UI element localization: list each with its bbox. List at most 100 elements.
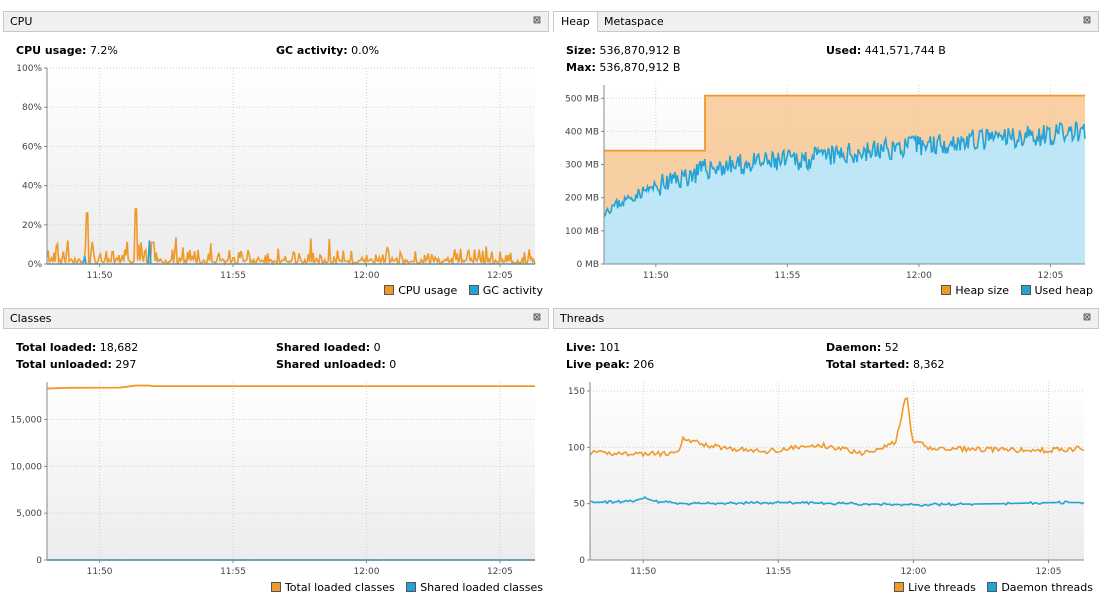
y-tick-label: 300 MB [565, 161, 599, 171]
tab-heap[interactable]: Heap [553, 11, 598, 32]
legend-item-gc-activity: GC activity [468, 284, 543, 297]
legend-swatch-blue [1020, 285, 1031, 295]
tab-metaspace[interactable]: Metaspace [604, 15, 664, 28]
heap-size-series [604, 94, 1085, 152]
x-tick-label: 11:50 [87, 567, 113, 577]
legend-swatch-orange [941, 285, 952, 295]
x-tick-label: 12:05 [1036, 567, 1062, 577]
cpu-chart[interactable]: 0% 20% 40% 60% 80% 100% 11:50 11:55 12:00 12:05 [3, 64, 549, 286]
daemon-label: Daemon: [826, 341, 882, 354]
legend-label: Used heap [1034, 284, 1094, 297]
total-unloaded-stat: Total unloaded: 297 [16, 358, 136, 371]
live-stat: Live: 101 [566, 341, 620, 354]
legend-swatch-orange [894, 582, 905, 592]
x-tick-label: 12:00 [900, 567, 926, 577]
plot-area [47, 382, 535, 560]
total-loaded-value: 18,682 [99, 341, 139, 354]
total-unloaded-label: Total unloaded: [16, 358, 112, 371]
legend-label: CPU usage [398, 284, 458, 297]
cpu-panel: CPU ⊠ CPU usage: 7.2% GC activity: 0.0% … [3, 11, 549, 300]
total-started-label: Total started: [826, 358, 910, 371]
y-tick-label: 5,000 [16, 509, 42, 519]
x-tick-label: 11:55 [765, 567, 791, 577]
x-tick-label: 12:00 [354, 271, 380, 281]
legend-label: Daemon threads [1001, 581, 1093, 594]
classes-titlebar: Classes ⊠ [3, 308, 549, 329]
heap-used-label: Used: [826, 44, 862, 57]
y-tick-label: 100 [568, 443, 585, 453]
close-icon[interactable]: ⊠ [532, 312, 542, 323]
shared-loaded-value: 0 [373, 341, 381, 354]
legend-item-daemon-threads: Daemon threads [987, 581, 1093, 594]
legend-swatch-orange [384, 285, 395, 295]
legend-item-used-heap: Used heap [1020, 284, 1094, 297]
shared-loaded-label: Shared loaded: [276, 341, 371, 354]
legend-swatch-orange [270, 582, 281, 592]
daemon-stat: Daemon: 52 [826, 341, 899, 354]
live-peak-label: Live peak: [566, 358, 630, 371]
live-label: Live: [566, 341, 596, 354]
legend-item-heap-size: Heap size [941, 284, 1009, 297]
gc-activity-value: 0.0% [351, 44, 380, 57]
legend-item-shared-loaded-classes: Shared loaded classes [406, 581, 543, 594]
classes-chart[interactable]: 0 5,000 10,000 15,000 11:50 11:55 12:00 12:05 [3, 380, 549, 583]
heap-chart[interactable]: 0 MB 100 MB 200 MB 300 MB 400 MB 500 MB 11:50 1… [553, 83, 1099, 286]
shared-loaded-stat: Shared loaded: 0 [276, 341, 381, 354]
total-unloaded-value: 297 [115, 358, 137, 371]
heap-max-stat: Max: 536,870,912 B [566, 61, 680, 74]
x-tick-label: 11:55 [220, 567, 246, 577]
y-tick-label: 0 [579, 556, 585, 566]
x-tick-label: 12:00 [354, 567, 380, 577]
y-tick-label: 500 MB [565, 94, 599, 104]
threads-chart[interactable]: 0 50 100 150 11:50 11:55 12:00 12:05 [553, 380, 1099, 583]
close-icon[interactable]: ⊠ [1082, 15, 1092, 26]
shared-unloaded-value: 0 [389, 358, 397, 371]
heap-panel: Heap Metaspace ⊠ Size: 536,870,912 B Max… [553, 11, 1099, 300]
gc-activity-label: GC activity: [276, 44, 348, 57]
heap-size-label: Size: [566, 44, 596, 57]
total-started-stat: Total started: 8,362 [826, 358, 945, 371]
close-icon[interactable]: ⊠ [1082, 312, 1092, 323]
heap-used-value: 441,571,744 B [864, 44, 946, 57]
x-tick-label: 12:05 [487, 271, 513, 281]
legend-swatch-blue [406, 582, 417, 592]
y-tick-label: 10,000 [11, 462, 43, 472]
legend-item-cpu-usage: CPU usage [384, 284, 457, 297]
y-tick-label: 400 MB [565, 127, 599, 137]
heap-used-stat: Used: 441,571,744 B [826, 44, 946, 57]
threads-titlebar: Threads ⊠ [553, 308, 1099, 329]
y-tick-label: 150 [568, 387, 585, 397]
threads-title: Threads [560, 312, 605, 325]
legend-swatch-blue [987, 582, 998, 592]
heap-legend: Heap size Used heap [933, 284, 1093, 297]
y-tick-label: 200 MB [565, 194, 599, 204]
legend-item-live-threads: Live threads [894, 581, 976, 594]
y-tick-label: 40% [22, 182, 42, 192]
y-tick-label: 0% [28, 260, 43, 270]
y-tick-label: 20% [22, 221, 42, 231]
x-tick-label: 11:50 [630, 567, 656, 577]
y-tick-label: 0 [36, 556, 42, 566]
heap-size-value: 536,870,912 B [599, 44, 681, 57]
daemon-value: 52 [884, 341, 899, 354]
live-peak-stat: Live peak: 206 [566, 358, 654, 371]
plot-area [47, 68, 535, 264]
close-icon[interactable]: ⊠ [532, 15, 542, 26]
x-tick-label: 12:00 [906, 271, 932, 281]
shared-unloaded-stat: Shared unloaded: 0 [276, 358, 396, 371]
cpu-usage-value: 7.2% [89, 44, 118, 57]
cpu-usage-stat: CPU usage: 7.2% [16, 44, 118, 57]
x-tick-label: 12:05 [487, 567, 513, 577]
classes-panel: Classes ⊠ Total loaded: 18,682 Total unl… [3, 308, 549, 597]
total-loaded-stat: Total loaded: 18,682 [16, 341, 138, 354]
legend-label: Shared loaded classes [420, 581, 543, 594]
daemon-threads-series [590, 496, 1085, 507]
y-tick-label: 50 [574, 500, 586, 510]
cpu-usage-series [46, 208, 536, 267]
used-heap-area [604, 121, 1085, 264]
y-tick-label: 100% [16, 64, 42, 74]
heap-size-stat: Size: 536,870,912 B [566, 44, 681, 57]
y-tick-label: 15,000 [11, 415, 43, 425]
threads-legend: Live threads Daemon threads [886, 581, 1093, 594]
plot-area [590, 382, 1084, 560]
